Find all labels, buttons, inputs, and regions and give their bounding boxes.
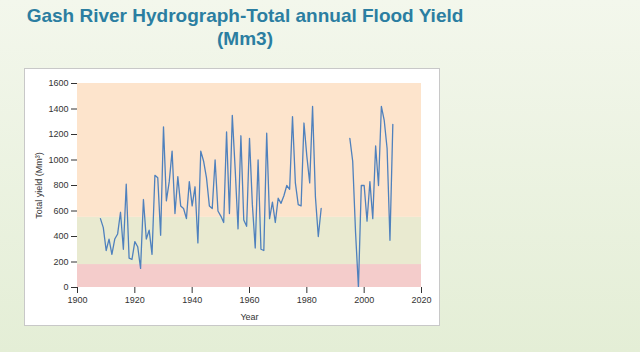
svg-text:1960: 1960 [239,295,259,305]
svg-text:1200: 1200 [48,129,68,139]
svg-text:1000: 1000 [48,155,68,165]
svg-text:600: 600 [53,206,68,216]
svg-text:2000: 2000 [354,295,374,305]
svg-text:Total yield (Mm³): Total yield (Mm³) [34,152,44,219]
svg-text:Year: Year [240,312,258,322]
svg-text:1920: 1920 [125,295,145,305]
svg-text:200: 200 [53,257,68,267]
svg-text:400: 400 [53,231,68,241]
svg-text:2020: 2020 [411,295,431,305]
svg-text:1980: 1980 [297,295,317,305]
html-text:Gash River Hydrograph-Total an: Gash River Hydrograph-Total annual Flood… [26,5,464,49]
svg-text:1900: 1900 [67,295,87,305]
svg-text:0: 0 [63,282,68,292]
svg-text:1940: 1940 [182,295,202,305]
svg-text:1600: 1600 [48,78,68,88]
svg-text:800: 800 [53,180,68,190]
svg-text:1400: 1400 [48,104,68,114]
